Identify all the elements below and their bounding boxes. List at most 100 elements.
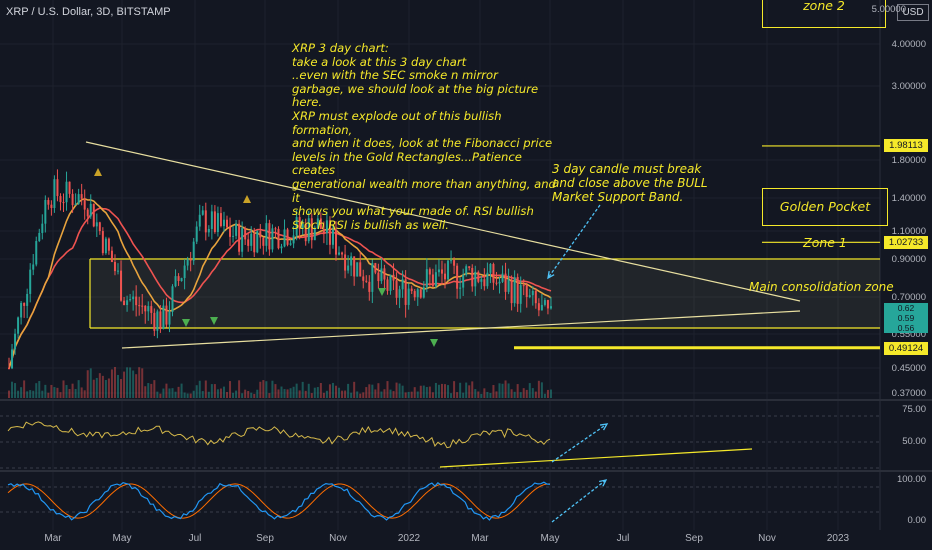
candle-body [347,265,350,271]
note-line: Stoch RSI is bullish as well. [292,217,449,232]
candle-body [20,302,23,318]
volume-bar [546,389,549,398]
volume-bar [110,369,113,398]
volume-bar [380,391,383,398]
rsi-axis-label: 50.00 [902,436,926,447]
buy-marker [210,317,218,325]
volume-bar [437,384,440,398]
volume-bars [8,366,552,398]
volume-bar [507,383,510,398]
volume-bar [489,393,492,398]
candle-body [410,288,413,292]
volume-bar [104,379,107,398]
volume-bar [374,389,377,398]
x-axis-label: May [540,533,560,544]
volume-bar [138,367,141,398]
note-line: take a look at this 3 day chart [292,54,467,69]
volume-bar [226,392,228,398]
candle-body [229,227,232,237]
volume-bar [350,392,353,398]
volume-bar [513,391,516,398]
candle-body [280,246,283,249]
candle-arrow-head [547,270,555,280]
candle-body [350,256,353,266]
volume-bar [422,385,425,398]
volume-bar [307,383,310,398]
candle-body [389,274,392,291]
volume-bar [353,381,356,398]
candle-body [156,311,159,331]
candle-body [468,266,471,268]
volume-bar [92,379,95,398]
volume-bar [35,383,38,398]
volume-bar [434,382,437,398]
x-axis-label: 2022 [397,533,421,544]
stoch-rsi-panel [0,481,880,521]
volume-bar [304,390,307,398]
consolidation-zone-band [90,260,880,328]
candle-body [328,220,331,245]
candle-body [135,296,138,306]
candle-body [286,229,289,245]
candle-body [210,211,213,229]
candle-body [462,275,465,288]
currency-selector[interactable]: USD [897,4,929,21]
candle-body [174,276,177,287]
volume-bar [180,383,183,398]
volume-bar [168,388,171,398]
volume-bar [11,381,14,398]
volume-bar [335,385,337,398]
annotation-arrows [547,204,609,523]
volume-bar [365,387,368,398]
volume-bar [44,384,47,398]
candle-body [74,203,77,206]
candle-body [250,233,253,246]
volume-bar [504,380,507,398]
volume-bar [232,392,235,398]
candle-body [23,302,26,306]
note-line: generational wealth more than anything, … [292,176,556,205]
volume-bar [195,385,198,398]
candle-body [101,231,104,254]
candle-body [546,300,549,309]
candle-body [453,260,456,266]
candle-body [153,312,156,331]
candle-body [26,293,29,306]
stoch-arrow-head [599,479,608,487]
candle-body [380,268,383,282]
candle-body [510,279,513,304]
candle-body [180,278,183,282]
volume-bar [407,391,410,398]
candle-body [459,287,462,289]
volume-bar [543,393,546,398]
note-line: levels in the Gold Rectangles...Patience… [292,149,522,178]
price-label: 0.90000 [891,254,926,265]
volume-bar [516,384,519,398]
candle-body [471,267,474,287]
volume-bar [398,383,401,398]
volume-bar [292,386,295,398]
volume-bar [413,387,416,398]
volume-bar [186,393,189,398]
volume-bar [262,380,265,398]
candle-body [483,279,486,287]
note-line: ..even with the SEC smoke n mirror [292,68,498,83]
candle-body [77,194,80,204]
volume-bar [113,366,116,398]
price-label: 0.70000 [891,292,926,303]
rsi-line [7,421,551,449]
candle-body [365,280,368,282]
candle-body [171,286,174,312]
candle-body [113,262,116,272]
volume-bar [549,389,552,398]
candle-body [422,287,425,298]
stoch-axis-label: 0.00 [907,515,927,526]
candle-body [89,203,92,217]
note-line: XRP must explode out of this bullish for… [292,108,502,137]
candle-body [537,303,540,311]
volume-bar [74,388,77,398]
volume-bar [528,383,531,398]
candle-body [331,229,334,245]
price-tag-102: 1.02733 [884,236,928,249]
